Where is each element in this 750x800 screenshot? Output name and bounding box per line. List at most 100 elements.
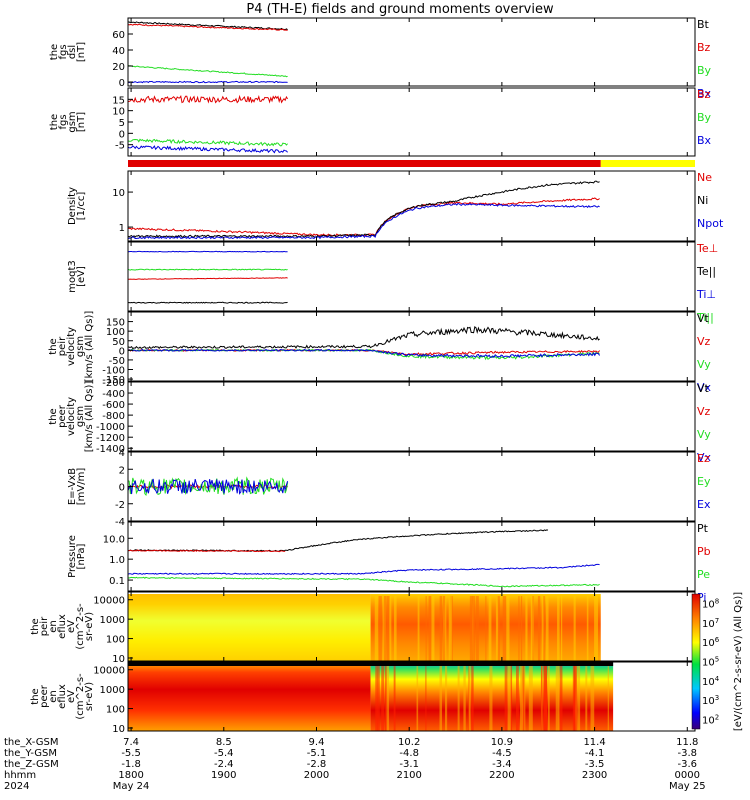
- x-axis-value: -3.5: [585, 759, 605, 770]
- legend-Bz: Bz: [697, 41, 711, 54]
- colorbar-tick-label: 105: [702, 656, 719, 669]
- y-axis-label: (cm^2-s-: [75, 673, 86, 720]
- y-axis-label: the: [49, 44, 60, 60]
- legend-Ey: Ey: [697, 475, 711, 488]
- y-tick-label: 1000: [100, 615, 125, 626]
- legend-Bx: Bx: [697, 87, 712, 100]
- panel-efield: -4 -2 0 2 4 E=-VxB[mV/m] Ez Ey Ex: [67, 448, 711, 528]
- x-axis-row-label: hhmm: [4, 770, 36, 781]
- spectrogram-streak: [416, 666, 419, 731]
- series-line-Ne: [127, 197, 600, 237]
- x-axis-value: 8.5: [216, 737, 232, 748]
- series-line-Te⊥: [128, 277, 288, 280]
- y-tick-label: 1: [119, 223, 125, 234]
- y-tick-label: -1000: [96, 422, 125, 433]
- x-axis-value: -5.5: [121, 748, 141, 759]
- spectrogram-streak: [532, 596, 534, 661]
- spectrogram-streak: [506, 596, 510, 661]
- legend-Ez: Ez: [697, 452, 710, 465]
- series-line-Te||: [128, 301, 288, 304]
- legend-Pt: Pt: [697, 522, 709, 535]
- y-tick-label: 10.0: [103, 534, 125, 545]
- spectrogram-peir_en_eflux: 10 100 1000 10000 thepeirenefluxeV(cm^2-s-sr…: [30, 591, 696, 665]
- x-axis-value: 11.8: [676, 737, 698, 748]
- spectrogram-streak: [463, 666, 466, 731]
- series-line-Bx: [127, 145, 288, 154]
- spectrogram-streak: [383, 596, 386, 661]
- panels-group: 0204060thefgsdsl[nT]BtBzByBx-5051015thef…: [48, 17, 724, 604]
- y-tick-label: 10: [112, 188, 125, 199]
- y-tick-label: 0: [119, 483, 125, 494]
- y-axis-label: the: [30, 618, 41, 634]
- y-axis-label: Density: [67, 187, 78, 225]
- y-axis-label: [km/s (All Qs)]: [84, 381, 95, 453]
- spectrogram-streak: [540, 666, 543, 731]
- spectrogram-streak: [377, 666, 380, 731]
- y-axis-label: eflux: [57, 684, 68, 709]
- y-axis-label: eV: [66, 620, 77, 633]
- spectrogram-streak: [577, 666, 581, 731]
- y-tick-label: -2: [115, 500, 125, 511]
- colorbar-gradient: [691, 593, 701, 730]
- y-axis-label: [km/s (All Qs)]: [84, 311, 95, 383]
- y-tick-label: -400: [102, 389, 125, 400]
- y-tick-label: 0.1: [109, 576, 125, 587]
- panel-frame: [127, 311, 696, 382]
- legend-By: By: [697, 64, 712, 77]
- spectrogram-streak: [439, 666, 443, 731]
- spectrogram-top-band: [128, 662, 614, 666]
- spectrogram-streak: [495, 596, 499, 661]
- spectrogram-streak: [386, 596, 390, 661]
- x-axis-value: 2200: [489, 770, 514, 781]
- y-tick-label: 50: [112, 337, 125, 348]
- colorbar-tick-label: 106: [702, 636, 720, 649]
- spectrogram-streak: [518, 596, 520, 661]
- spectrogram-streak: [489, 666, 493, 731]
- series-line-Bt: [128, 21, 288, 31]
- legend-Te||: Te||: [696, 265, 716, 278]
- x-axis-value: -3.8: [678, 748, 698, 759]
- y-tick-label: -4: [115, 517, 125, 528]
- spectrogram-streak: [393, 666, 396, 731]
- y-axis-label: en: [48, 690, 59, 703]
- legend-Ti||: Ti||: [696, 311, 714, 324]
- y-tick-label: 40: [112, 46, 125, 57]
- y-axis-label: peir: [39, 616, 50, 636]
- spectrogram-streak: [607, 666, 609, 731]
- y-tick-label: -200: [102, 378, 125, 389]
- y-axis-label: E=-VxB: [67, 468, 78, 505]
- y-tick-label: 4: [119, 448, 125, 459]
- y-axis-label: [nPa]: [76, 543, 87, 569]
- x-axis-value: -2.8: [307, 759, 327, 770]
- y-axis-label: [nT]: [76, 42, 87, 62]
- y-tick-label: 15: [112, 95, 125, 106]
- legend-Pi: Pi: [697, 591, 706, 604]
- spectrogram-streak: [384, 666, 387, 731]
- panel-frame: [127, 241, 696, 312]
- y-tick-label: 0: [119, 346, 125, 357]
- y-axis-label: dsl: [67, 45, 78, 59]
- y-axis-label: fgs: [58, 114, 69, 129]
- y-axis-label: the: [48, 408, 59, 424]
- figure-title: P4 (TH-E) fields and ground moments over…: [246, 2, 554, 17]
- spectrogram-fill: [128, 594, 371, 661]
- legend-Vx: Vx: [697, 451, 712, 464]
- colorbar-tick-label: 107: [702, 617, 719, 630]
- spectrogram-streak: [417, 596, 420, 661]
- legend-Vx: Vx: [697, 381, 712, 394]
- x-axis-value: 1900: [211, 770, 236, 781]
- y-tick-label: -50: [109, 356, 125, 367]
- spectrogram-streak: [468, 666, 471, 731]
- y-tick-label: -5: [115, 141, 125, 152]
- spectrogram-streak: [594, 596, 598, 661]
- x-axis-value: 0000: [675, 770, 700, 781]
- y-tick-label: -150: [102, 375, 125, 386]
- panel-frame: [127, 381, 696, 452]
- spectrogram-streak: [585, 666, 588, 731]
- spectrogram-streak: [496, 596, 500, 661]
- x-axis-row-label: the_Y-GSM: [4, 748, 57, 759]
- x-axis-value: -4.5: [492, 748, 512, 759]
